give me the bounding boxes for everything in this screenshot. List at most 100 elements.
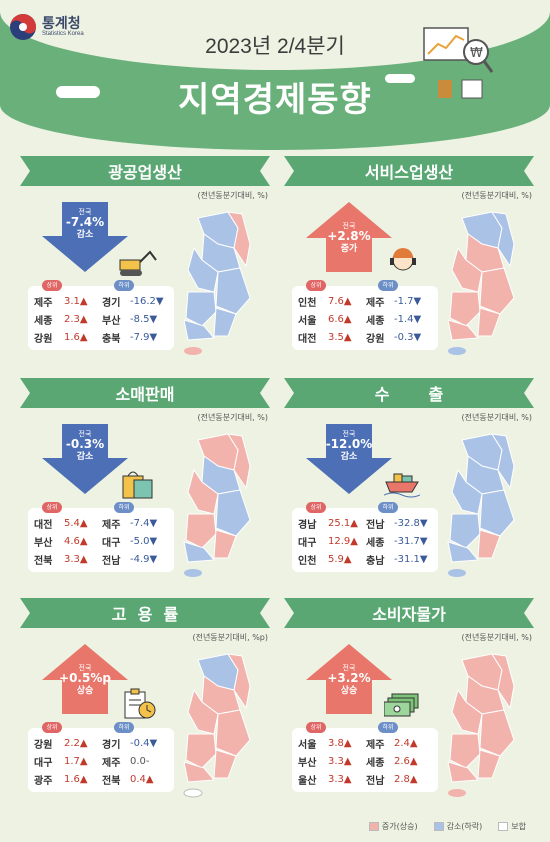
up-value: 5.4▲	[64, 517, 88, 529]
table-row: 대구 1.7▲ 제주 0.0-	[34, 752, 170, 770]
up-value: 2.3▲	[64, 313, 88, 325]
down-region: 세종	[366, 537, 385, 549]
down-value: -7.9▼	[130, 331, 158, 343]
down-value: -31.7▼	[394, 535, 428, 547]
up-value: 3.3▲	[328, 773, 352, 785]
table-row: 전북 3.3▲ 전남 -4.9▼	[34, 550, 170, 568]
national-arrow-up: 전국 +0.5%p 상승	[42, 644, 128, 714]
bottom-rank-pill: 하위	[114, 280, 134, 291]
down-value: -1.7▼	[394, 295, 422, 307]
top-rank-pill: 상위	[306, 722, 326, 733]
down-region: 부산	[102, 315, 121, 327]
down-value: -5.0▼	[130, 535, 158, 547]
excavator-icon	[119, 250, 157, 276]
legend-label: 감소(하락)	[446, 822, 483, 831]
section-banner: 소비자물가	[284, 598, 534, 628]
up-region: 강원	[34, 333, 53, 345]
section-banner: 소매판매	[20, 378, 270, 408]
table-row: 울산 3.3▲ 전남 2.8▲	[298, 770, 434, 788]
down-value: -8.5▼	[130, 313, 158, 325]
section-mining-manufacturing: 광공업생산 (전년동분기대비, %) 전국 -7.4% 감소	[20, 156, 270, 366]
table-row: 강원 1.6▲ 충북 -7.9▼	[34, 328, 170, 346]
bottom-rank-pill: 하위	[378, 280, 398, 291]
down-region: 제주	[102, 757, 121, 769]
nation-label: 전국	[342, 222, 356, 230]
down-region: 전남	[366, 519, 385, 531]
nation-value: +2.8%	[327, 229, 371, 244]
down-region: 충북	[102, 333, 121, 345]
section-title: 소비자물가	[372, 605, 446, 624]
page-title: 지역경제동향	[178, 80, 372, 120]
legend-label: 증가(상승)	[381, 822, 418, 831]
down-region: 전남	[366, 775, 385, 787]
down-value: -4.9▼	[130, 553, 158, 565]
ranking-table: 상위 하위 인천 7.6▲ 제주 -1.7▼ 서울 6.6▲ 세종 -1.4▼ …	[292, 280, 438, 350]
up-region: 울산	[298, 775, 317, 787]
section-banner: 수 출	[284, 378, 534, 408]
nation-value: -7.4%	[65, 215, 105, 230]
section-employment-rate: 고 용 률 (전년동분기대비, %p) 전국 +0.5%p 상승	[20, 598, 270, 808]
up-value: 3.8▲	[328, 737, 352, 749]
section-banner: 서비스업생산	[284, 156, 534, 186]
logo: 통계청 Statistics Korea	[8, 12, 84, 42]
headset-worker-icon	[390, 248, 416, 271]
nation-direction: 증가	[340, 243, 358, 254]
unit-label: (전년동분기대비, %)	[197, 191, 268, 200]
table-row: 부산 4.6▲ 대구 -5.0▼	[34, 532, 170, 550]
down-region: 제주	[366, 297, 385, 309]
table-row: 경남 25.1▲ 전남 -32.8▼	[298, 514, 434, 532]
table-row: 제주 3.1▲ 경기 -16.2▼	[34, 292, 170, 310]
increase-swatch	[368, 822, 379, 831]
cloud-decoration	[385, 74, 415, 83]
unit-label: (전년동분기대비, %)	[197, 413, 268, 422]
up-region: 대구	[298, 537, 317, 549]
section-title: 소매판매	[115, 385, 175, 404]
up-region: 경남	[298, 519, 317, 531]
up-value: 5.9▲	[328, 553, 352, 565]
legend-item-flat: 보합	[498, 821, 526, 832]
legend-item-increase: 증가(상승)	[368, 821, 418, 832]
ranking-table: 상위 하위 서울 3.8▲ 제주 2.4▲ 부산 3.3▲ 세종 2.6▲ 울산…	[292, 722, 438, 792]
section-banner: 고 용 률	[20, 598, 270, 628]
up-region: 대구	[34, 757, 53, 769]
nation-value: -12.0%	[325, 437, 373, 452]
korea-map	[183, 653, 251, 798]
top-rank-pill: 상위	[42, 280, 62, 291]
cargo-ship-icon	[384, 473, 420, 498]
down-region: 충남	[366, 555, 385, 567]
table-row: 인천 7.6▲ 제주 -1.7▼	[298, 292, 434, 310]
bottom-rank-pill: 하위	[114, 722, 134, 733]
ranking-table: 상위 하위 제주 3.1▲ 경기 -16.2▼ 세종 2.3▲ 부산 -8.5▼…	[28, 280, 174, 350]
table-row: 대전 5.4▲ 제주 -7.4▼	[34, 514, 170, 532]
section-consumer-prices: 소비자물가 (전년동분기대비, %) 전국 +3.2% 상승	[284, 598, 534, 808]
nation-value: +3.2%	[327, 671, 371, 686]
up-region: 인천	[298, 555, 317, 567]
table-row: 대구 12.9▲ 세종 -31.7▼	[298, 532, 434, 550]
nation-label: 전국	[78, 430, 92, 438]
nation-label: 전국	[78, 208, 92, 216]
nation-label: 전국	[78, 664, 92, 672]
top-rank-pill: 상위	[306, 280, 326, 291]
up-value: 7.6▲	[328, 295, 352, 307]
down-region: 전북	[102, 775, 121, 787]
section-title: 광공업생산	[108, 163, 182, 182]
up-value: 6.6▲	[328, 313, 352, 325]
nation-direction: 상승	[340, 685, 358, 696]
down-value: 0.4▲	[130, 773, 154, 785]
up-region: 세종	[34, 315, 53, 327]
korea-map	[447, 211, 515, 355]
national-arrow-down: 전국 -12.0% 감소	[306, 424, 392, 494]
cloud-decoration	[56, 86, 100, 98]
decrease-swatch	[433, 822, 444, 831]
bottom-rank-pill: 하위	[114, 502, 134, 513]
down-value: 2.8▲	[394, 773, 418, 785]
money-stack-icon	[384, 693, 419, 717]
clipboard-clock-icon	[124, 688, 156, 719]
up-region: 전북	[34, 555, 53, 567]
ranking-table: 상위 하위 강원 2.2▲ 경기 -0.4▼ 대구 1.7▲ 제주 0.0- 광…	[28, 722, 174, 792]
legend-item-decrease: 감소(하락)	[433, 821, 483, 832]
up-region: 인천	[298, 297, 317, 309]
bottom-rank-pill: 하위	[378, 502, 398, 513]
down-value: -0.4▼	[130, 737, 158, 749]
